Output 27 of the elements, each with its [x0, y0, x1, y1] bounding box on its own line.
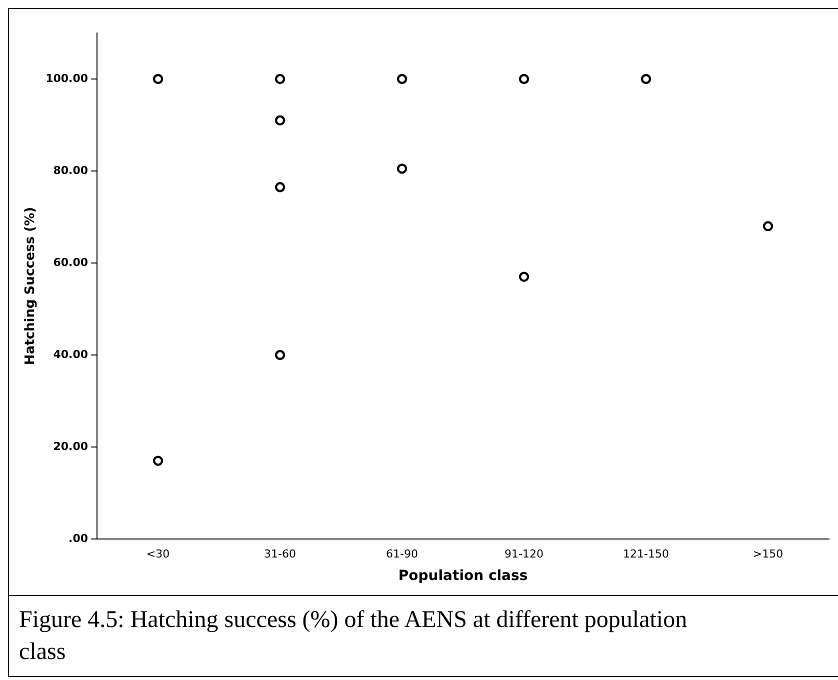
y-tick-label: 100.00 — [46, 72, 88, 85]
y-tick-label: .00 — [68, 532, 88, 545]
x-tick-label: 61-90 — [386, 547, 418, 560]
point — [274, 350, 286, 360]
x-tick-label: 121-150 — [623, 547, 669, 560]
y-tick-label: 20.00 — [53, 440, 88, 453]
x-tick-label: <30 — [146, 547, 170, 560]
point — [274, 74, 286, 84]
point — [762, 221, 774, 232]
point — [518, 74, 530, 84]
point — [274, 182, 286, 192]
y-tick-label: 60.00 — [53, 256, 88, 269]
x-tick-label: 31-60 — [264, 547, 296, 560]
point — [396, 74, 408, 84]
x-tick-label: 91-120 — [504, 547, 544, 560]
point — [518, 272, 530, 282]
x-tick-label: >150 — [752, 547, 784, 560]
y-tick-label: 40.00 — [53, 348, 88, 361]
x-axis-title: Population class — [398, 568, 528, 584]
point — [396, 164, 408, 174]
y-tick-label: 80.00 — [53, 164, 88, 177]
point — [152, 74, 164, 84]
point — [152, 456, 164, 466]
point — [640, 74, 652, 84]
point — [274, 115, 286, 126]
caption: Figure 4.5: Hatching success (%) of the AENS at different population class — [18, 606, 688, 667]
y-axis-title: Hatching Success (%) — [23, 206, 38, 366]
